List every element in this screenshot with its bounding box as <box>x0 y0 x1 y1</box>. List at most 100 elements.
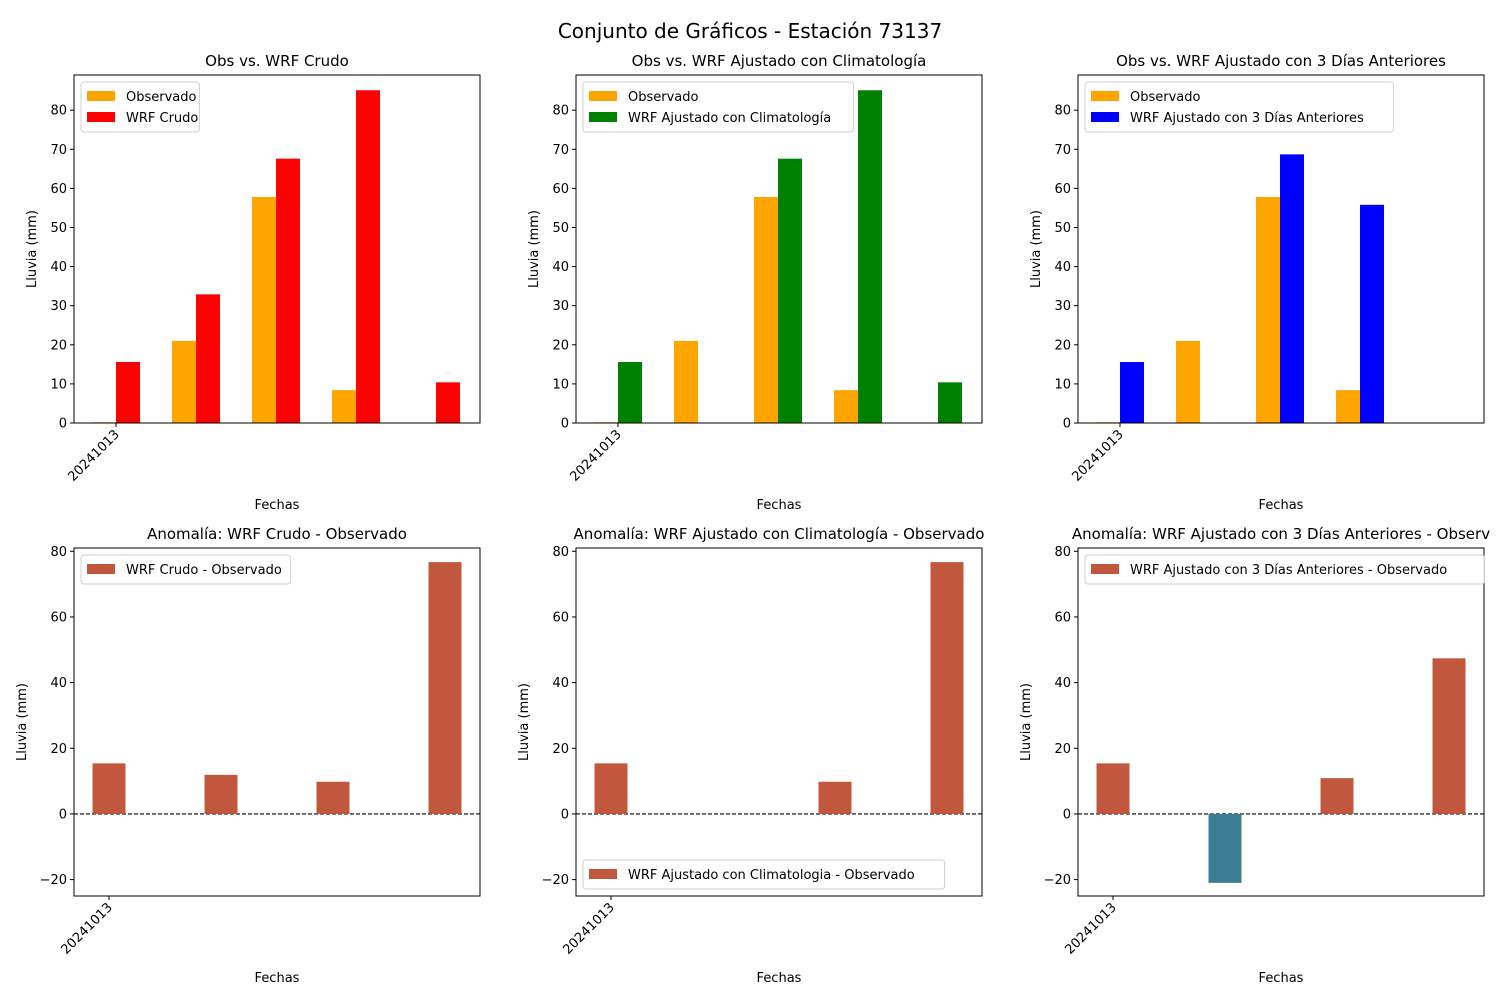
bar-observado-3 <box>252 196 276 423</box>
axes-frame <box>73 547 481 897</box>
y-tick-label: 30 <box>50 299 67 314</box>
axes-frame <box>1077 547 1485 897</box>
bar-observado-4 <box>332 390 356 423</box>
panel-4: Anomalía: WRF Crudo - Observado −20 0 20 40 6… <box>15 525 481 986</box>
legend-swatch <box>1091 564 1119 574</box>
y-tick-label: 40 <box>50 676 67 691</box>
x-axis-label: Fechas <box>255 498 300 513</box>
y-tick-label: 20 <box>1054 338 1071 353</box>
anomaly-bar-2 <box>1208 813 1242 883</box>
legend-swatch <box>87 112 115 122</box>
legend-box <box>582 81 854 133</box>
y-tick-label: 40 <box>552 260 569 275</box>
bar-wrf-crudo-2 <box>196 294 220 423</box>
y-tick-label: 40 <box>1054 260 1071 275</box>
y-tick-label: 50 <box>552 221 569 236</box>
x-tick-label: 20241013 <box>1062 900 1119 957</box>
x-axis-label: Fechas <box>757 971 802 986</box>
legend-swatch <box>589 112 617 122</box>
bar-observado-3 <box>754 196 778 423</box>
y-axis-label: Lluvia (mm) <box>15 683 30 761</box>
anomaly-bar-3 <box>818 781 852 814</box>
x-axis-label: Fechas <box>1259 498 1304 513</box>
y-axis-label: Lluvia (mm) <box>1019 683 1034 761</box>
legend-label: WRF Ajustado con 3 Días Anteriores <box>1130 111 1364 126</box>
x-tick-label: 20241013 <box>1069 427 1126 484</box>
panel-2: Obs vs. WRF Ajustado con Climatología 0 10… <box>527 52 983 513</box>
anomaly-bar-4 <box>1432 658 1466 814</box>
y-axis-label: Lluvia (mm) <box>1029 210 1044 288</box>
y-tick-label: 60 <box>1054 610 1071 625</box>
legend: Observado WRF Ajustado con 3 Días Anterio… <box>1084 81 1394 133</box>
bar-wrf-ajustado-con-climatolog-a-1 <box>618 362 642 423</box>
y-tick-label: 50 <box>1054 221 1071 236</box>
x-tick-label: 20241013 <box>560 900 617 957</box>
legend-label: WRF Ajustado con Climatología <box>628 111 831 126</box>
legend-swatch <box>87 564 115 574</box>
axes-frame <box>73 74 481 424</box>
anomaly-bar-3 <box>1320 778 1354 814</box>
y-tick-label: −20 <box>1044 873 1071 888</box>
y-axis-label: Lluvia (mm) <box>517 683 532 761</box>
y-tick-label: 30 <box>552 299 569 314</box>
y-tick-label: −20 <box>542 873 569 888</box>
x-axis-label: Fechas <box>1259 971 1304 986</box>
legend-label: WRF Crudo - Observado <box>126 563 282 578</box>
y-tick-label: 80 <box>552 545 569 560</box>
y-tick-label: 80 <box>552 104 569 119</box>
panel-title: Obs vs. WRF Crudo <box>205 52 349 70</box>
legend-swatch <box>87 91 115 101</box>
y-tick-label: 40 <box>552 676 569 691</box>
bar-wrf-ajustado-con-climatolog-a-4 <box>858 90 882 423</box>
panel-title: Obs vs. WRF Ajustado con 3 Días Anterior… <box>1116 52 1446 70</box>
bar-wrf-ajustado-con-climatolog-a-3 <box>778 158 802 424</box>
panel-3: Obs vs. WRF Ajustado con 3 Días Anterior… <box>1029 52 1485 513</box>
y-tick-label: 40 <box>1054 676 1071 691</box>
y-tick-label: 0 <box>1063 417 1071 432</box>
y-tick-label: 10 <box>1054 377 1071 392</box>
anomaly-bar-4 <box>930 562 964 814</box>
anomaly-bar-2 <box>204 774 238 814</box>
bar-wrf-ajustado-con-3-d-as-anteriores-1 <box>1120 362 1144 423</box>
y-tick-label: 0 <box>59 807 67 822</box>
y-tick-label: 50 <box>50 221 67 236</box>
y-tick-label: 80 <box>50 545 67 560</box>
anomaly-bar-3 <box>316 781 350 814</box>
panel-5: Anomalía: WRF Ajustado con Climatología … <box>517 525 984 986</box>
bar-observado-2 <box>1176 340 1200 423</box>
legend-swatch <box>1091 112 1119 122</box>
panel-1: Obs vs. WRF Crudo 0 10 20 30 40 50 60 70 80 202410… <box>25 52 481 513</box>
x-tick-label: 20241013 <box>567 427 624 484</box>
legend-box <box>582 859 946 890</box>
bar-observado-2 <box>674 340 698 423</box>
bar-wrf-crudo-5 <box>436 382 460 423</box>
bar-observado-2 <box>172 340 196 423</box>
legend-swatch <box>589 91 617 101</box>
legend-box <box>1084 554 1486 585</box>
legend: WRF Ajustado con 3 Días Anteriores - Obs… <box>1084 554 1486 585</box>
bar-wrf-crudo-3 <box>276 158 300 424</box>
bar-wrf-crudo-1 <box>116 362 140 423</box>
y-tick-label: 70 <box>552 143 569 158</box>
axes-frame <box>575 547 983 897</box>
bar-wrf-crudo-4 <box>356 90 380 423</box>
x-tick-label: 20241013 <box>58 900 115 957</box>
anomaly-bar-1 <box>92 763 126 814</box>
anomaly-bar-4 <box>428 562 462 814</box>
y-tick-label: 10 <box>552 377 569 392</box>
legend-label: Observado <box>628 90 699 105</box>
x-axis-label: Fechas <box>255 971 300 986</box>
y-tick-label: 0 <box>561 417 569 432</box>
y-tick-label: 60 <box>50 610 67 625</box>
y-tick-label: −20 <box>40 873 67 888</box>
y-tick-label: 60 <box>1054 182 1071 197</box>
y-tick-label: 0 <box>561 807 569 822</box>
y-tick-label: 40 <box>50 260 67 275</box>
legend: Observado WRF Crudo <box>80 81 200 133</box>
y-axis-label: Lluvia (mm) <box>527 210 542 288</box>
legend-label: Observado <box>1130 90 1201 105</box>
y-tick-label: 10 <box>50 377 67 392</box>
axes-frame <box>575 74 983 424</box>
legend-label: Observado <box>126 90 197 105</box>
